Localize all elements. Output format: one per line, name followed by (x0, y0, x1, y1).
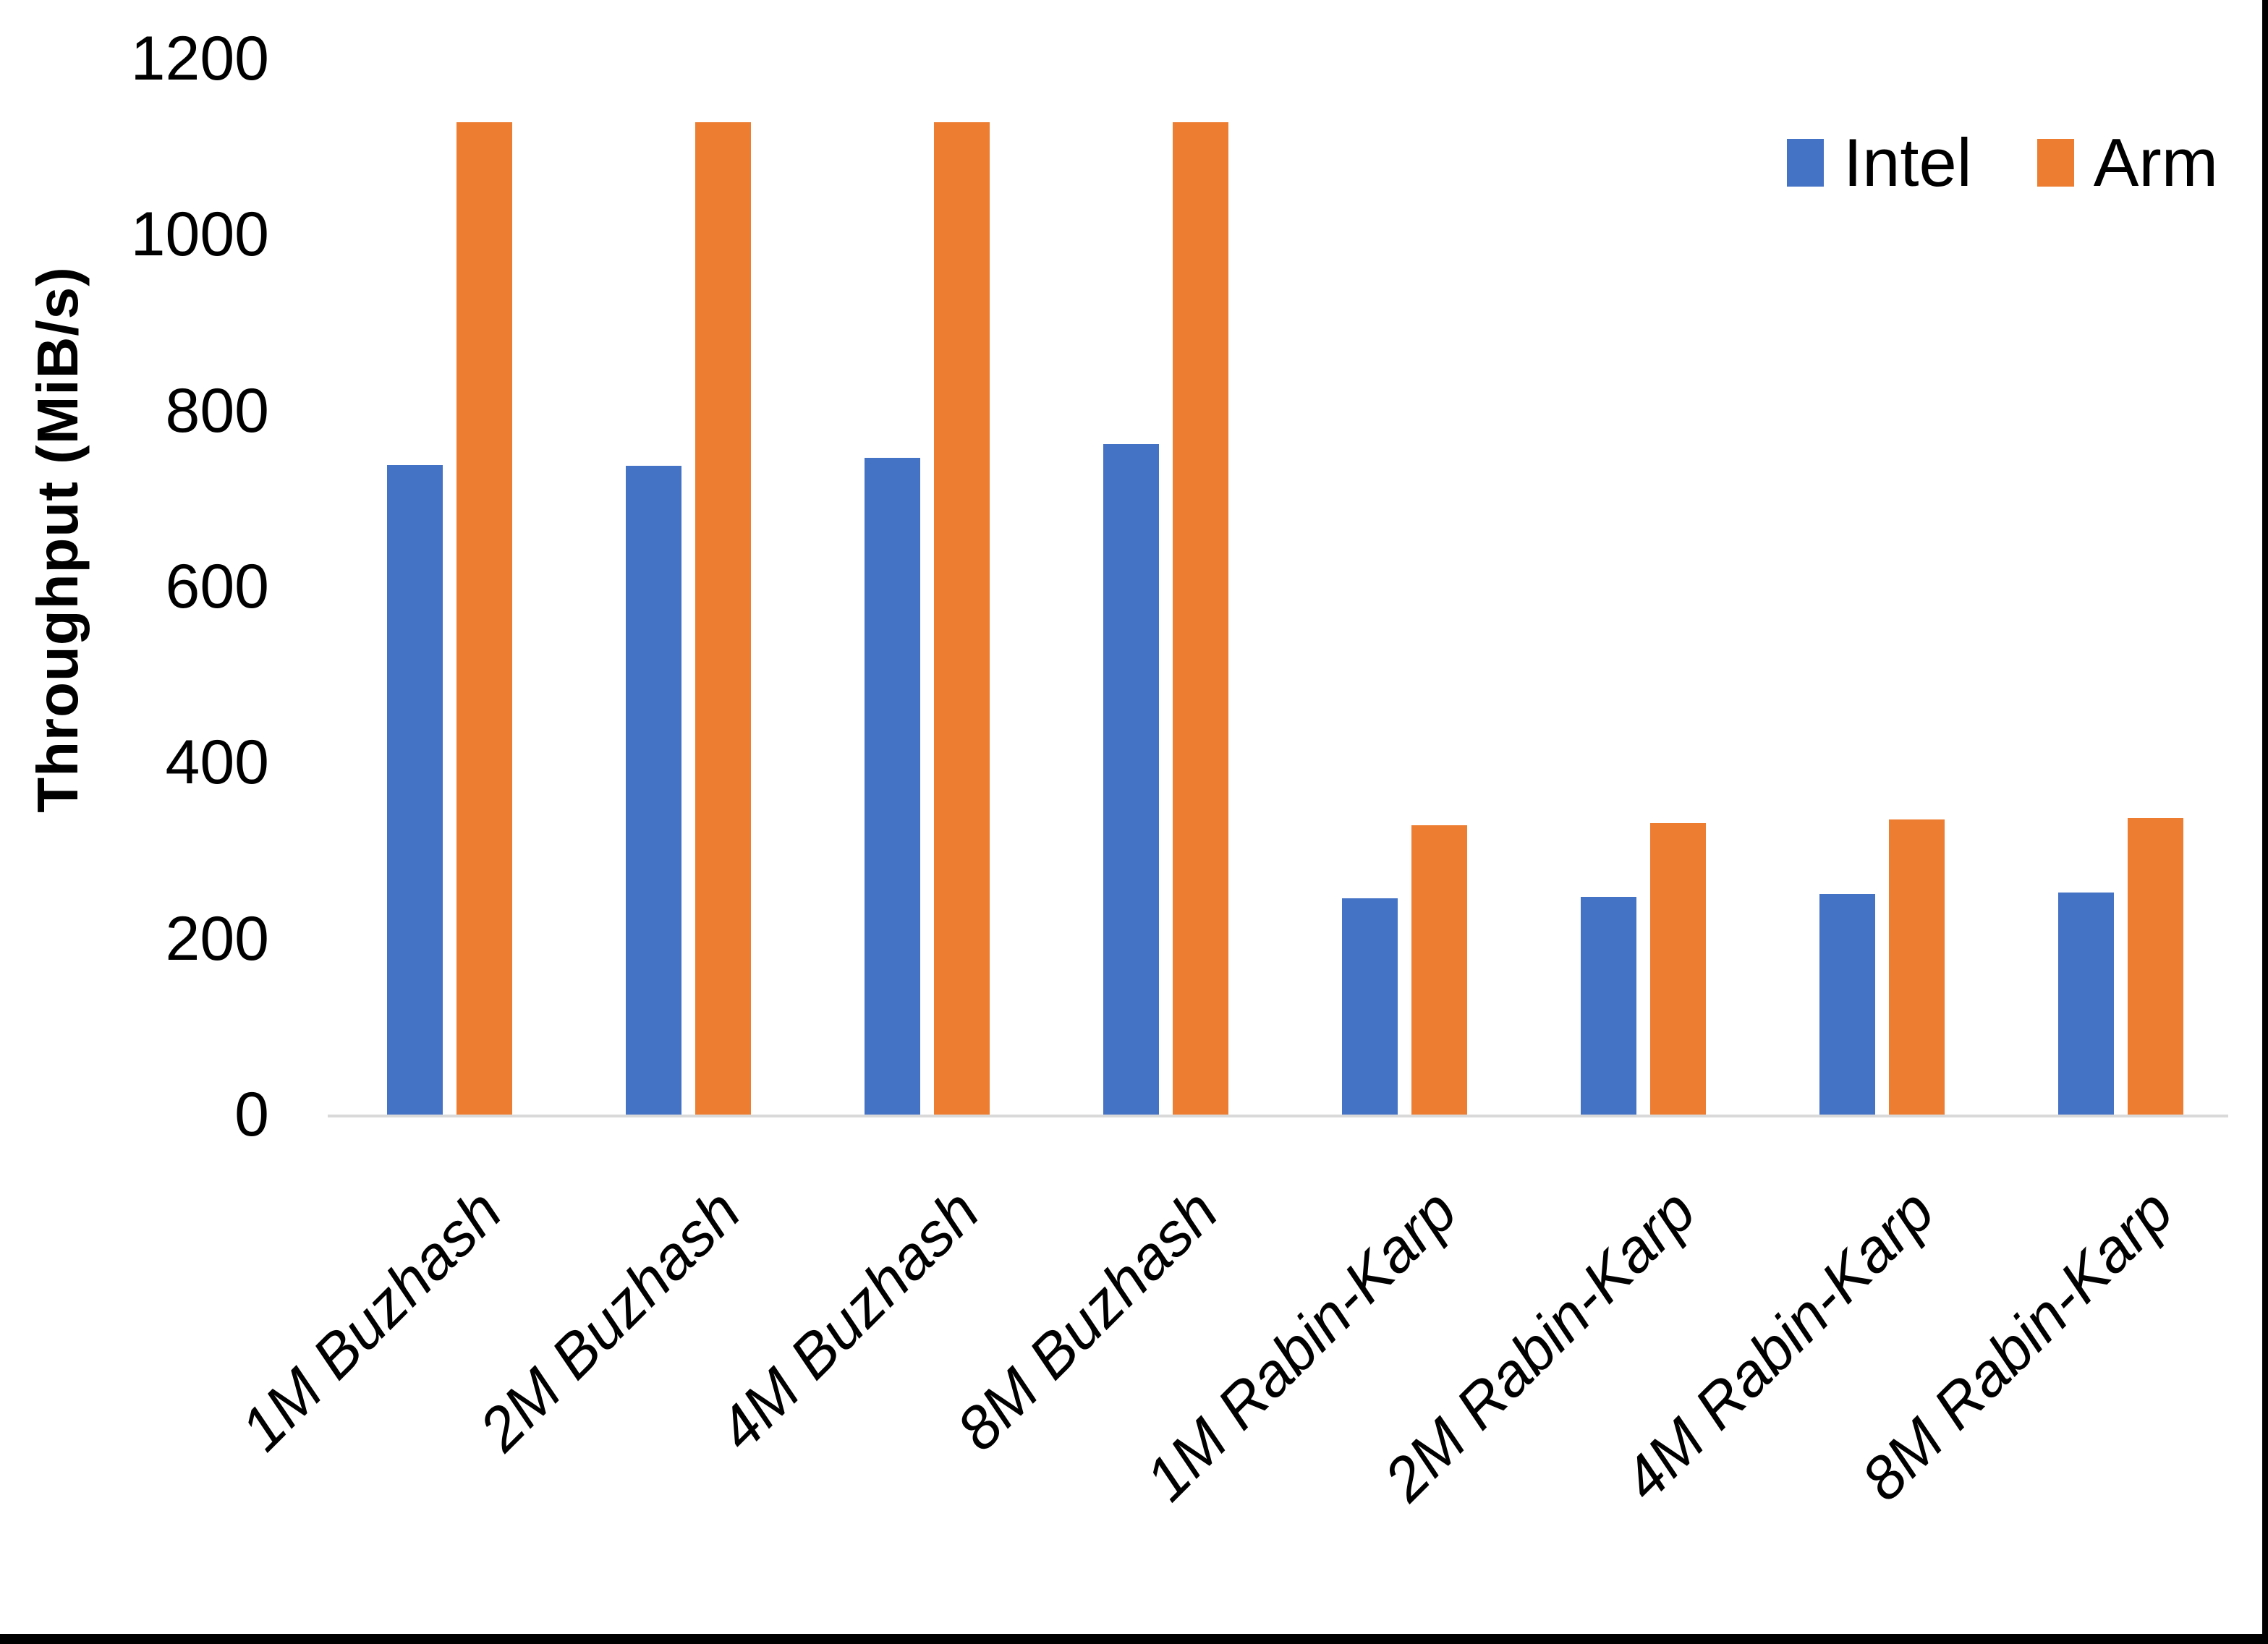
y-tick-label-1200: 1200 (130, 24, 269, 93)
bar-arm-5 (1411, 825, 1467, 1115)
bar-group-2m-rabin-karp (1580, 823, 1706, 1115)
y-tick-label-600: 600 (165, 552, 270, 621)
bar-intel-5 (1341, 898, 1398, 1115)
window-edge-bottom (0, 1634, 2268, 1644)
bar-intel-4 (1103, 444, 1159, 1115)
bar-intel-3 (864, 458, 920, 1115)
bar-arm-4 (1172, 122, 1228, 1115)
intel-swatch-icon (1787, 139, 1824, 187)
bar-intel-7 (1819, 894, 1875, 1115)
legend-entry-arm: Arm (2036, 124, 2218, 200)
bar-arm-3 (933, 122, 990, 1115)
bar-arm-6 (1649, 823, 1706, 1115)
bar-group-2m-buzhash (625, 122, 751, 1115)
y-tick-label-800: 800 (165, 375, 270, 446)
bar-group-1m-rabin-karp (1341, 825, 1467, 1115)
bar-intel-2 (625, 466, 681, 1115)
bar-arm-8 (2127, 818, 2183, 1115)
arm-swatch-icon (2036, 139, 2074, 187)
legend-entry-intel: Intel (1787, 129, 1972, 197)
bar-group-8m-rabin-karp (2057, 818, 2183, 1115)
bar-group-8m-buzhash (1103, 122, 1228, 1115)
bar-group-4m-rabin-karp (1819, 819, 1945, 1115)
bar-intel-1 (386, 465, 443, 1115)
bar-arm-1 (456, 122, 512, 1115)
y-tick-label-400: 400 (165, 728, 270, 798)
bar-intel-8 (2057, 893, 2114, 1115)
bar-group-4m-buzhash (864, 122, 990, 1115)
legend-label-intel: Intel (1843, 124, 1972, 200)
bar-group-1m-buzhash (386, 122, 512, 1115)
y-tick-label-200: 200 (165, 903, 270, 974)
y-tick-label-1000: 1000 (130, 200, 269, 270)
legend: Intel Arm (1787, 129, 2218, 197)
bar-arm-2 (695, 122, 751, 1115)
bar-intel-6 (1580, 897, 1636, 1115)
legend-label-arm: Arm (2093, 124, 2218, 200)
bar-arm-7 (1888, 819, 1945, 1115)
y-tick-label-0: 0 (234, 1080, 269, 1149)
window-edge-right (2262, 0, 2268, 1644)
x-axis-line (328, 1115, 2228, 1117)
